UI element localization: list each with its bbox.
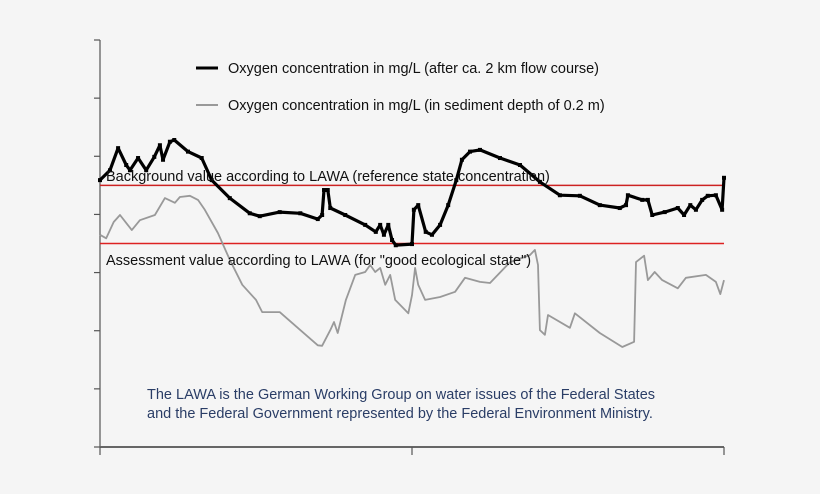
data-point-river: [577, 193, 582, 198]
data-point-river: [127, 168, 132, 173]
data-point-river: [373, 229, 378, 234]
data-point-river: [199, 156, 204, 161]
data-point-river: [557, 193, 562, 198]
data-point-river: [423, 229, 428, 234]
data-point-river: [298, 211, 303, 216]
data-point-river: [161, 157, 166, 162]
data-point-river: [378, 222, 383, 227]
data-point-river: [322, 188, 327, 193]
data-point-river: [136, 156, 141, 161]
data-point-river: [682, 213, 687, 218]
data-point-river: [705, 193, 710, 198]
data-point-river: [688, 203, 693, 208]
data-point-river: [454, 178, 459, 183]
data-point-river: [320, 213, 325, 218]
data-point-river: [363, 222, 368, 227]
data-point-river: [386, 222, 391, 227]
data-point-river: [390, 238, 395, 243]
data-point-river: [624, 203, 629, 208]
data-point-river: [720, 207, 725, 212]
background-value-label: Background value according to LAWA (refe…: [106, 169, 550, 185]
data-point-river: [144, 168, 149, 173]
data-point-river: [478, 147, 483, 152]
data-point-river: [517, 163, 522, 168]
series-line-river: [98, 138, 726, 247]
data-point-river: [617, 206, 622, 211]
data-point-river: [537, 179, 542, 184]
data-point-river: [645, 197, 650, 202]
data-point-river: [429, 232, 434, 237]
legend: Oxygen concentration in mg/L (after ca. …: [196, 61, 605, 114]
data-point-river: [675, 206, 680, 211]
data-point-river: [152, 154, 157, 159]
legend-label-sediment: Oxygen concentration in mg/L (in sedimen…: [228, 98, 605, 114]
data-point-river: [315, 217, 320, 222]
data-point-river: [650, 213, 655, 218]
data-point-river: [277, 210, 282, 215]
legend-item-sediment: Oxygen concentration in mg/L (in sedimen…: [196, 98, 605, 114]
data-point-river: [257, 214, 262, 219]
data-point-river: [167, 139, 172, 144]
data-point-river: [410, 242, 414, 247]
ticks: [94, 39, 725, 455]
data-point-river: [640, 197, 645, 202]
data-point-river: [411, 207, 416, 212]
data-point-river: [328, 206, 333, 211]
data-point-river: [497, 156, 502, 161]
data-point-river: [157, 143, 162, 148]
data-point-river: [468, 149, 473, 154]
data-point-river: [381, 232, 386, 237]
data-point-river: [172, 138, 177, 143]
data-point-river: [325, 188, 330, 193]
data-point-river: [124, 163, 129, 168]
data-point-river: [625, 193, 630, 198]
data-point-river: [185, 149, 190, 154]
data-point-river: [713, 193, 718, 198]
data-point-river: [116, 146, 121, 151]
data-point-river: [343, 213, 348, 218]
data-point-river: [209, 178, 214, 183]
data-point-river: [446, 203, 451, 208]
data-point-river: [597, 203, 602, 208]
series-line-sediment: [99, 194, 725, 348]
data-point-river: [98, 178, 102, 183]
data-point-river: [416, 203, 421, 208]
legend-label-river: Oxygen concentration in mg/L (after ca. …: [228, 61, 599, 77]
data-point-river: [700, 197, 705, 202]
annotation-line-2: and the Federal Government represented b…: [147, 406, 653, 422]
data-point-river: [438, 222, 443, 227]
series: [98, 138, 726, 348]
assessment-value-label: Assessment value according to LAWA (for …: [106, 253, 531, 269]
data-point-river: [393, 243, 398, 248]
data-point-river: [662, 210, 667, 215]
data-point-river: [227, 196, 232, 201]
data-point-river: [107, 168, 112, 173]
data-point-river: [722, 175, 726, 180]
legend-item-river: Oxygen concentration in mg/L (after ca. …: [196, 61, 599, 77]
data-point-river: [247, 211, 252, 216]
data-point-river: [459, 157, 464, 162]
annotation-line-1: The LAWA is the German Working Group on …: [147, 387, 655, 403]
data-point-river: [693, 207, 698, 212]
